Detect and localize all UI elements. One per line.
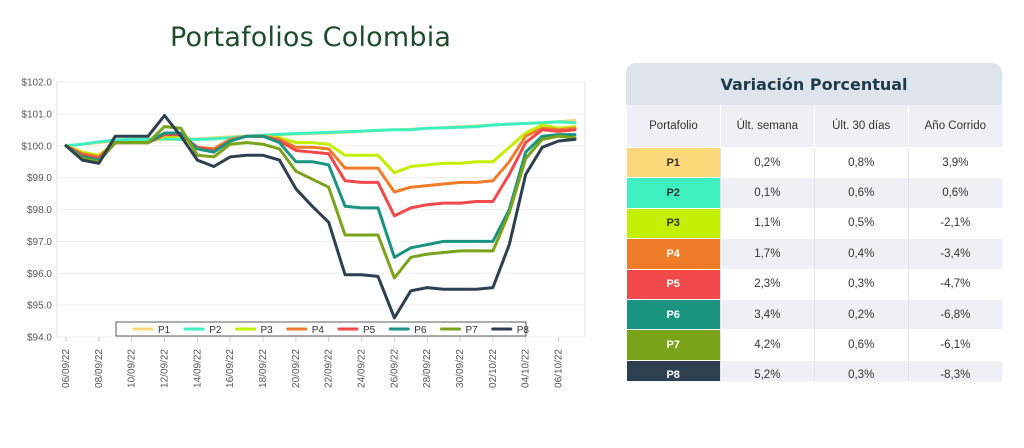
table-row: P8 5,2% 0,3% -8,3% [626, 359, 1002, 381]
variation-table-card: Variación Porcentual Portafolio Últ. sem… [626, 63, 1002, 381]
legend-label: P6 [414, 325, 427, 336]
year-to-date-cell: -8,3% [907, 359, 1002, 381]
chart-series [64, 114, 577, 320]
y-tick-label: $97.0 [27, 237, 52, 248]
year-to-date-cell: -3,4% [907, 238, 1002, 270]
table-row: P3 1,1% 0,5% -2,1% [626, 207, 1002, 239]
legend-label: P3 [261, 325, 274, 336]
chart-axes: $102.0 $101.0 $100.0 $99.0 $98.0 $97.0 $96.0 $9… [21, 78, 586, 388]
y-tick-label: $98.0 [27, 205, 52, 216]
last-week-cell: 1,7% [719, 238, 815, 270]
x-tick-label: 06/10/22 [554, 349, 565, 388]
last-30-days-cell: 0,8% [813, 146, 909, 178]
legend-label: P1 [158, 325, 171, 336]
year-to-date-cell: -4,7% [907, 268, 1002, 300]
last-week-cell: 0,1% [719, 177, 815, 209]
y-tick-label: $102.0 [21, 78, 52, 89]
y-tick-label: $101.0 [21, 109, 52, 120]
x-tick-label: 26/09/22 [389, 349, 400, 388]
table-header-row: Portafolio Últ. semana Últ. 30 días Año … [626, 105, 1002, 148]
portfolio-cell: P3 [626, 207, 721, 239]
table-row: P2 0,1% 0,6% 0,6% [626, 177, 1002, 209]
line-chart: $102.0 $101.0 $100.0 $99.0 $98.0 $97.0 $96.0 $9… [21, 78, 586, 388]
x-tick-label: 24/09/22 [357, 349, 368, 388]
portfolio-cell: P5 [626, 268, 721, 300]
y-tick-label: $95.0 [27, 301, 52, 312]
table-row: P5 2,3% 0,3% -4,7% [626, 268, 1002, 300]
last-30-days-cell: 0,6% [813, 177, 909, 209]
last-30-days-cell: 0,3% [813, 268, 909, 300]
portfolio-cell: P1 [626, 146, 721, 178]
table-title: Variación Porcentual [626, 63, 1002, 105]
y-tick-label: $94.0 [27, 333, 52, 344]
portfolio-cell: P4 [626, 238, 721, 270]
last-week-cell: 5,2% [719, 359, 815, 381]
series-line-p8 [64, 114, 577, 320]
header-last-week: Últ. semana [719, 105, 815, 148]
x-tick-label: 30/09/22 [455, 349, 466, 388]
last-week-cell: 1,1% [719, 207, 815, 239]
y-tick-label: $99.0 [27, 173, 52, 184]
chart-legend: P1 P2 P3 P4 P5 P6 P7 P8 [115, 321, 530, 337]
last-week-cell: 4,2% [719, 329, 815, 361]
x-tick-label: 08/09/22 [94, 349, 105, 388]
table-row: P6 3,4% 0,2% -6,8% [626, 298, 1002, 330]
year-to-date-cell: -6,8% [907, 298, 1002, 330]
x-tick-label: 02/10/22 [488, 349, 499, 388]
year-to-date-cell: 3,9% [907, 146, 1002, 178]
legend-label: P4 [312, 325, 325, 336]
x-tick-label: 14/09/22 [192, 349, 203, 388]
last-week-cell: 2,3% [719, 268, 815, 300]
year-to-date-cell: -2,1% [907, 207, 1002, 239]
table-row: P4 1,7% 0,4% -3,4% [626, 238, 1002, 270]
y-tick-label: $96.0 [27, 269, 52, 280]
header-last-30-days: Últ. 30 días [813, 105, 909, 148]
portfolio-cell: P6 [626, 298, 721, 330]
y-tick-label: $100.0 [21, 141, 52, 152]
year-to-date-cell: 0,6% [907, 177, 1002, 209]
x-tick-label: 04/10/22 [521, 349, 532, 388]
x-tick-label: 10/09/22 [127, 349, 138, 388]
x-tick-label: 06/09/22 [61, 349, 72, 388]
portfolio-cell: P7 [626, 329, 721, 361]
table-row: P1 0,2% 0,8% 3,9% [626, 146, 1002, 178]
last-30-days-cell: 0,5% [813, 207, 909, 239]
legend-label: P7 [466, 325, 479, 336]
portfolio-cell: P8 [626, 359, 721, 381]
last-week-cell: 3,4% [719, 298, 815, 330]
legend-label: P5 [363, 325, 376, 336]
x-tick-label: 12/09/22 [160, 349, 171, 388]
variation-table: Portafolio Últ. semana Últ. 30 días Año … [626, 105, 1002, 381]
last-30-days-cell: 0,6% [813, 329, 909, 361]
chart-title: Portafolios Colombia [170, 22, 452, 53]
x-tick-label: 22/09/22 [324, 349, 335, 388]
portfolio-cell: P2 [626, 177, 721, 209]
x-tick-label: 18/09/22 [258, 349, 269, 388]
series-line-p7 [64, 125, 577, 280]
table-row: P7 4,2% 0,6% -6,1% [626, 329, 1002, 361]
last-30-days-cell: 0,3% [813, 359, 909, 381]
last-week-cell: 0,2% [719, 146, 815, 178]
last-30-days-cell: 0,4% [813, 238, 909, 270]
year-to-date-cell: -6,1% [907, 329, 1002, 361]
legend-label: P2 [209, 325, 222, 336]
header-portfolio: Portafolio [626, 105, 721, 148]
last-30-days-cell: 0,2% [813, 298, 909, 330]
x-tick-label: 28/09/22 [422, 349, 433, 388]
legend-box [115, 321, 527, 337]
header-year-to-date: Año Corrido [907, 105, 1002, 148]
x-tick-label: 16/09/22 [225, 349, 236, 388]
legend-label: P8 [517, 325, 530, 336]
x-tick-label: 20/09/22 [291, 349, 302, 388]
